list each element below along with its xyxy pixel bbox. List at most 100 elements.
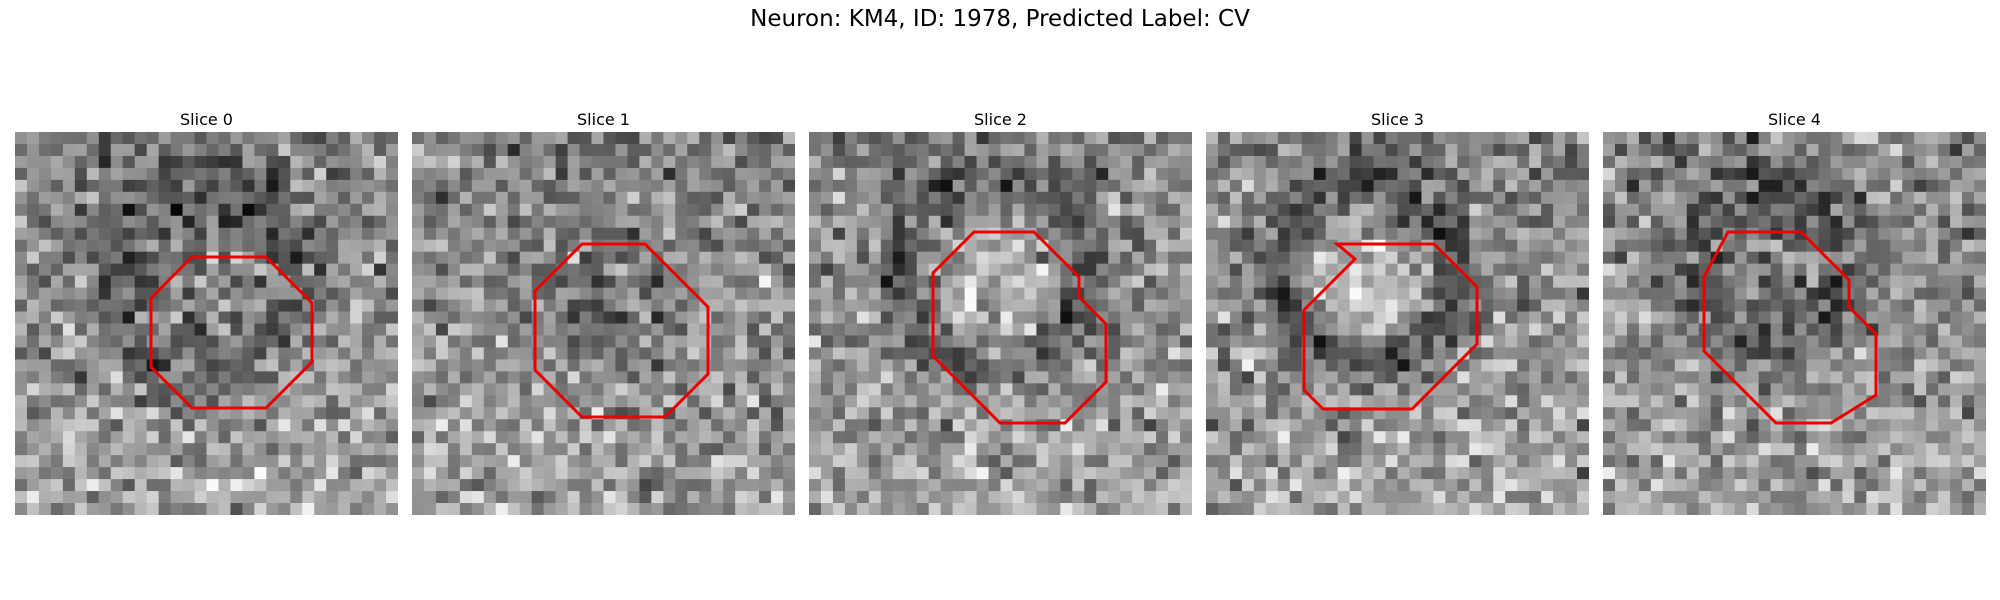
pixel <box>1626 431 1640 444</box>
pixel <box>892 311 906 325</box>
pixel <box>1662 407 1676 420</box>
pixel <box>254 299 267 313</box>
pixel <box>1325 143 1339 157</box>
pixel <box>555 287 569 301</box>
pixel <box>1313 323 1327 337</box>
pixel <box>218 191 232 205</box>
pixel <box>1313 443 1327 456</box>
figure-title: Neuron: KM4, ID: 1978, Predicted Label: … <box>750 6 1250 32</box>
pixel <box>1421 239 1435 253</box>
pixel <box>1084 359 1097 372</box>
pixel <box>1638 227 1652 241</box>
pixel <box>1770 299 1784 313</box>
pixel <box>447 167 461 181</box>
pixel <box>1890 419 1903 432</box>
pixel <box>1457 179 1470 193</box>
pixel <box>904 132 918 145</box>
pixel <box>627 239 641 253</box>
pixel <box>74 239 88 253</box>
pixel <box>928 443 942 456</box>
pixel <box>1433 335 1446 349</box>
pixel <box>1638 263 1652 277</box>
pixel <box>1349 323 1363 337</box>
pixel <box>1565 251 1578 265</box>
pixel <box>820 455 834 468</box>
pixel <box>591 263 605 277</box>
pixel <box>1890 215 1903 229</box>
pixel <box>1866 299 1879 313</box>
pixel <box>1361 383 1375 396</box>
pixel <box>507 239 521 253</box>
pixel <box>567 227 581 241</box>
pixel <box>218 155 232 169</box>
pixel <box>1614 143 1628 157</box>
pixel <box>362 443 375 456</box>
pixel <box>471 311 485 325</box>
pixel <box>1156 395 1169 408</box>
pixel <box>74 395 88 408</box>
pixel <box>988 203 1002 217</box>
pixel <box>1385 335 1399 349</box>
pixel <box>1349 179 1363 193</box>
pixel <box>266 419 279 432</box>
pixel <box>146 191 160 205</box>
pixel <box>386 503 398 515</box>
pixel <box>1565 395 1578 408</box>
pixel <box>603 479 617 492</box>
pixel <box>1325 287 1339 301</box>
pixel <box>62 179 76 193</box>
pixel <box>603 455 617 468</box>
pixel <box>423 251 437 265</box>
pixel <box>326 371 339 384</box>
pixel <box>471 407 485 420</box>
pixel <box>1168 239 1181 253</box>
pixel <box>916 407 930 420</box>
pixel <box>1926 347 1939 361</box>
pixel <box>868 215 882 229</box>
pixel <box>435 132 449 145</box>
pixel <box>1409 383 1423 396</box>
pixel <box>182 239 196 253</box>
pixel <box>110 251 124 265</box>
pixel <box>1674 287 1688 301</box>
pixel <box>1878 359 1891 372</box>
pixel <box>880 227 894 241</box>
pixel <box>1686 203 1700 217</box>
pixel <box>435 419 449 432</box>
pixel <box>206 167 220 181</box>
pixel <box>1000 191 1014 205</box>
pixel <box>1577 371 1589 384</box>
pixel <box>1481 407 1494 420</box>
pixel <box>1794 299 1808 313</box>
pixel <box>663 371 676 384</box>
pixel <box>916 491 930 504</box>
pixel <box>1938 359 1951 372</box>
pixel <box>314 347 327 361</box>
pixel <box>1734 311 1748 325</box>
pixel <box>1603 407 1616 420</box>
pixel <box>1529 491 1542 504</box>
pixel <box>338 323 351 337</box>
pixel <box>374 203 387 217</box>
pixel <box>735 263 748 277</box>
pixel <box>1794 239 1808 253</box>
pixel <box>1253 335 1267 349</box>
pixel <box>1229 479 1243 492</box>
pixel <box>952 263 966 277</box>
pixel <box>170 371 184 384</box>
pixel <box>15 371 28 384</box>
pixel <box>1758 383 1772 396</box>
pixel <box>1445 443 1458 456</box>
pixel <box>74 335 88 349</box>
pixel <box>206 203 220 217</box>
pixel <box>1686 359 1700 372</box>
pixel <box>1565 215 1578 229</box>
pixel <box>471 347 485 361</box>
pixel <box>1024 203 1038 217</box>
pixel <box>880 323 894 337</box>
pixel <box>1686 191 1700 205</box>
pixel <box>459 467 473 480</box>
pixel <box>543 443 557 456</box>
pixel <box>86 143 100 157</box>
pixel <box>603 251 617 265</box>
